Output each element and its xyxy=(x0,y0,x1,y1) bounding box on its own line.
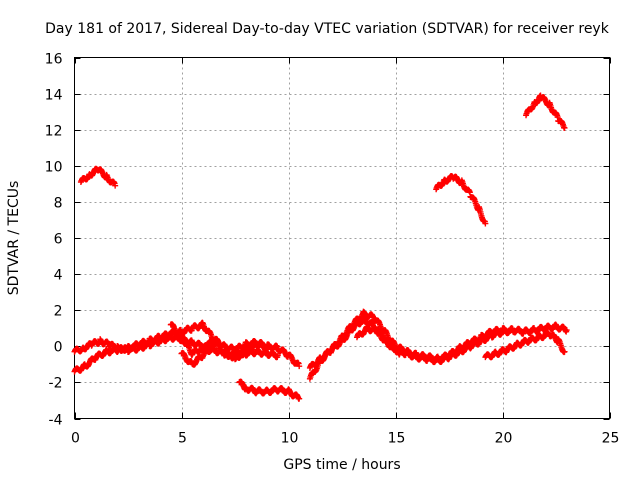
y-tick-label: 16 xyxy=(45,52,63,68)
y-tick-label: 2 xyxy=(54,304,63,320)
series-arc-11 xyxy=(353,323,403,358)
axis-tick-labels: 0 5 10 15 20 25 -4 -2 0 2 4 6 8 10 12 14 16 xyxy=(45,52,620,447)
y-tick-label: -2 xyxy=(49,376,63,392)
y-tick-label: 6 xyxy=(54,232,63,248)
series-arc-1 xyxy=(77,165,119,189)
data-point xyxy=(274,352,281,359)
y-tick-label: 14 xyxy=(45,88,63,104)
data-point xyxy=(561,124,568,131)
data-point xyxy=(264,345,271,352)
data-point xyxy=(482,220,489,227)
x-tick-label: 0 xyxy=(71,431,80,447)
y-tick-label: 0 xyxy=(54,340,63,356)
data-point xyxy=(561,348,568,355)
x-tick-label: 20 xyxy=(495,431,513,447)
series-arc-12 xyxy=(482,329,568,361)
data-point xyxy=(210,343,217,350)
x-tick-label: 5 xyxy=(178,431,187,447)
data-point xyxy=(563,327,570,334)
series-arc-2 xyxy=(433,173,489,227)
x-axis-label: GPS time / hours xyxy=(283,457,400,473)
data-point xyxy=(296,395,303,402)
series-arc-8 xyxy=(236,378,303,402)
x-tick-label: 10 xyxy=(281,431,299,447)
data-point xyxy=(112,182,119,189)
y-tick-label: 10 xyxy=(45,160,63,176)
series-arc-3 xyxy=(523,92,568,131)
series-arc-7 xyxy=(178,341,217,368)
chart-title: Day 181 of 2017, Sidereal Day-to-day VTE… xyxy=(45,21,610,37)
x-tick-label: 15 xyxy=(388,431,406,447)
series-arc-10 xyxy=(306,308,517,382)
data-points xyxy=(71,92,570,402)
y-tick-label: 12 xyxy=(45,124,63,140)
y-axis-label: SDTVAR / TECUs xyxy=(6,181,22,296)
y-tick-label: 8 xyxy=(54,196,63,212)
data-point xyxy=(296,363,303,370)
data-point xyxy=(396,350,403,357)
y-tick-label: -4 xyxy=(49,413,63,429)
data-point xyxy=(510,328,517,335)
y-tick-label: 4 xyxy=(54,268,63,284)
x-tick-label: 25 xyxy=(602,431,620,447)
